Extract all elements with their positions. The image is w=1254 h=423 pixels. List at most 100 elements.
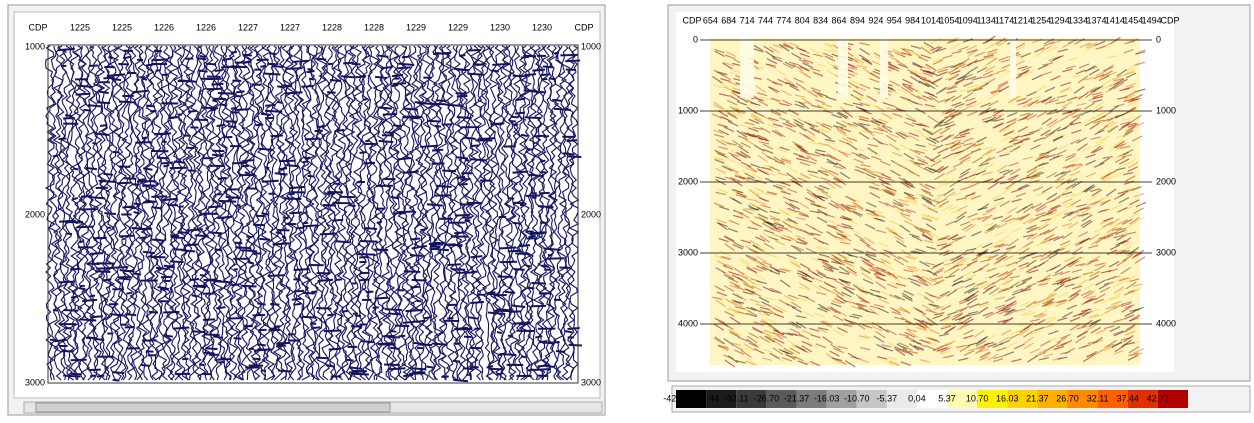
event	[375, 298, 388, 299]
event	[156, 70, 161, 71]
event	[95, 271, 110, 272]
event	[436, 186, 452, 187]
colorbar-label: 16.03	[996, 393, 1019, 403]
event	[363, 163, 375, 164]
event	[109, 74, 125, 75]
event	[563, 153, 574, 154]
event	[71, 297, 76, 298]
event	[82, 300, 97, 301]
event	[508, 251, 521, 252]
event	[241, 286, 256, 287]
event	[403, 375, 413, 376]
event	[108, 57, 112, 58]
event	[257, 344, 266, 345]
depth-label: 3000	[581, 377, 601, 387]
event	[184, 244, 198, 245]
event	[142, 185, 154, 186]
depth-label: 2000	[581, 209, 601, 219]
event	[497, 332, 502, 333]
event	[205, 334, 220, 335]
header-label: 744	[758, 15, 773, 25]
event	[531, 283, 545, 284]
event	[58, 282, 75, 283]
event	[218, 178, 227, 179]
event	[174, 161, 185, 162]
event	[186, 229, 203, 230]
event	[437, 249, 449, 250]
event	[519, 245, 530, 246]
event	[282, 237, 286, 238]
header-label: 1229	[406, 22, 426, 32]
event	[398, 158, 411, 159]
event	[327, 314, 335, 315]
event	[279, 168, 287, 169]
event	[90, 253, 103, 254]
event	[133, 273, 142, 274]
header-label: 1494	[1142, 15, 1162, 25]
event	[456, 157, 468, 158]
event	[228, 126, 236, 127]
event	[334, 183, 341, 184]
event	[257, 303, 265, 304]
event	[383, 336, 395, 337]
event	[499, 247, 516, 248]
depth-label: 3000	[678, 247, 698, 257]
colorbar-label: 21.37	[1026, 393, 1049, 403]
event	[392, 75, 403, 76]
event	[306, 71, 314, 72]
colorbar-label: -5.37	[877, 393, 898, 403]
event	[453, 361, 461, 362]
event	[272, 66, 284, 67]
event	[277, 102, 282, 103]
event	[465, 220, 471, 221]
event	[382, 67, 393, 68]
event	[379, 141, 394, 142]
event	[316, 358, 328, 359]
event	[226, 121, 237, 122]
event	[112, 372, 124, 373]
header-label: 984	[905, 15, 920, 25]
event	[156, 268, 167, 269]
depth-label: 4000	[1156, 318, 1176, 328]
depth-label: 2000	[25, 209, 45, 219]
trace-gap	[1010, 38, 1016, 98]
event	[543, 66, 553, 67]
event	[265, 167, 270, 168]
depth-label: 2000	[678, 176, 698, 186]
scrollbar-thumb[interactable]	[36, 403, 390, 412]
event	[208, 206, 222, 207]
event	[515, 113, 525, 114]
event	[208, 232, 222, 233]
event	[282, 85, 291, 86]
event	[232, 284, 240, 285]
event	[135, 142, 151, 143]
event	[146, 201, 156, 202]
event	[414, 343, 424, 344]
event	[150, 111, 156, 112]
event	[293, 279, 300, 280]
header-label: 1454	[1123, 15, 1143, 25]
event	[90, 316, 103, 317]
event	[63, 375, 80, 376]
event	[361, 341, 374, 342]
event	[245, 172, 249, 173]
event	[460, 179, 470, 180]
event	[143, 252, 155, 253]
event	[336, 241, 350, 242]
event	[513, 125, 518, 126]
event	[104, 174, 113, 175]
event	[453, 380, 467, 381]
event	[89, 197, 106, 198]
event	[261, 370, 266, 371]
depth-label: 1000	[25, 41, 45, 51]
colorbar-label: -16.03	[814, 393, 840, 403]
event	[164, 165, 170, 166]
header-label: 1230	[532, 22, 552, 32]
event	[204, 353, 215, 354]
event	[363, 99, 367, 100]
header-label: CDP	[28, 22, 47, 32]
header-label: 654	[703, 15, 718, 25]
colorbar-label: 32.11	[1087, 393, 1109, 403]
header-label: 1134	[976, 15, 995, 25]
event	[242, 250, 257, 251]
